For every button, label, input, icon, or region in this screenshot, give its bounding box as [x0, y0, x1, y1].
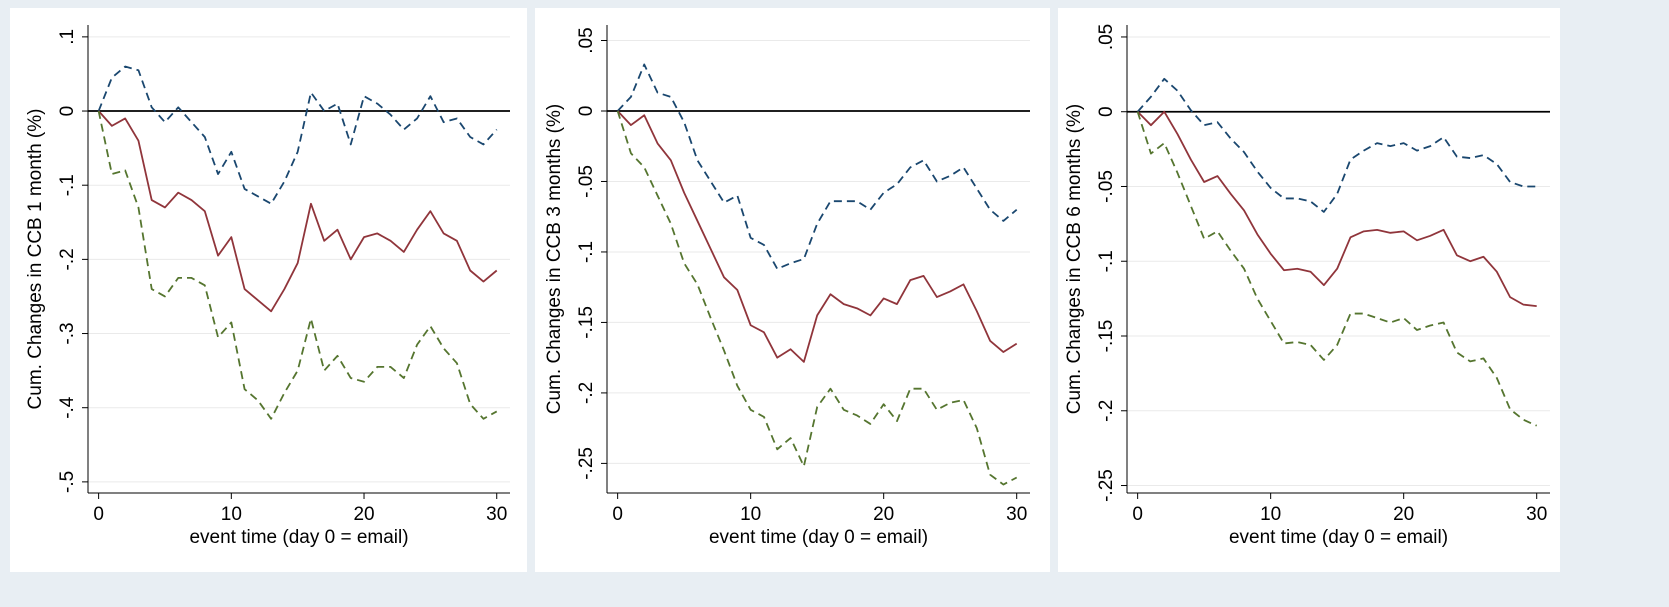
x-tick-label: 20 [353, 504, 374, 525]
x-tick-label: 0 [612, 504, 623, 525]
x-tick-label: 10 [221, 504, 242, 525]
y-tick-label: .05 [1096, 24, 1117, 50]
series-line [616, 110, 1018, 363]
y-tick-label: -.2 [576, 382, 597, 404]
y-tick-label: -.25 [576, 447, 597, 480]
series-line [97, 110, 498, 420]
y-tick-label: -.4 [57, 396, 78, 419]
y-tick-label: -.1 [1096, 250, 1117, 272]
y-tick-label: -.5 [57, 471, 78, 493]
y-tick-label: -.1 [57, 174, 78, 196]
series-line [97, 65, 498, 205]
x-tick-label: 30 [1006, 504, 1027, 525]
y-tick-label: -.15 [576, 306, 597, 339]
x-axis-title: event time (day 0 = email) [1229, 527, 1448, 548]
x-tick-label: 30 [1526, 504, 1547, 525]
y-axis-title: Cum. Changes in CCB 1 month (%) [25, 109, 46, 410]
y-axis-title: Cum. Changes in CCB 3 months (%) [544, 104, 565, 414]
panel [535, 8, 1050, 572]
x-tick-label: 20 [873, 504, 894, 525]
y-tick-label: 0 [1096, 106, 1117, 117]
y-tick-label: .1 [57, 29, 78, 45]
y-tick-label: -.2 [1096, 400, 1117, 422]
y-tick-label: .05 [576, 27, 597, 53]
series-line [1136, 110, 1537, 307]
y-tick-label: 0 [57, 106, 78, 117]
x-tick-label: 0 [93, 504, 104, 525]
series-line [1136, 111, 1538, 427]
y-tick-label: -.05 [576, 165, 597, 198]
x-axis-title: event time (day 0 = email) [709, 527, 928, 548]
x-tick-label: 0 [1132, 504, 1143, 525]
x-tick-label: 20 [1393, 504, 1414, 525]
x-tick-label: 10 [740, 504, 761, 525]
y-axis-title: Cum. Changes in CCB 6 months (%) [1064, 104, 1085, 414]
y-tick-label: 0 [576, 106, 597, 117]
y-tick-label: -.1 [576, 241, 597, 263]
y-tick-label: -.15 [1096, 320, 1117, 353]
y-tick-label: -.2 [57, 248, 78, 270]
series-line [616, 110, 1018, 486]
panel [10, 8, 527, 572]
series-line [97, 110, 498, 313]
x-tick-label: 10 [1260, 504, 1281, 525]
panel [1058, 8, 1560, 572]
x-axis-title: event time (day 0 = email) [189, 527, 408, 548]
x-tick-label: 30 [486, 504, 507, 525]
y-tick-label: -.05 [1096, 170, 1117, 203]
y-tick-label: -.3 [57, 322, 78, 344]
y-tick-label: -.25 [1096, 469, 1117, 502]
